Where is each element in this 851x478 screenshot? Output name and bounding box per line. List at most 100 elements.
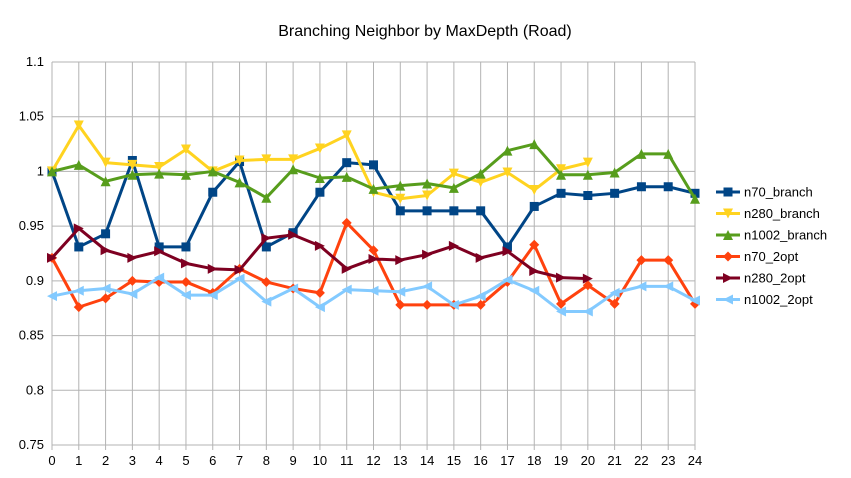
- data-point: [395, 193, 406, 204]
- legend-item: n280_2opt: [716, 271, 806, 286]
- y-tick-label: 1.05: [19, 109, 44, 124]
- x-tick-label: 3: [129, 453, 136, 468]
- data-point: [556, 298, 567, 309]
- series-n280_2opt: [47, 223, 593, 284]
- data-point: [73, 120, 84, 131]
- x-tick-label: 18: [527, 453, 541, 468]
- data-point: [314, 172, 325, 183]
- data-point: [395, 206, 405, 216]
- data-point: [395, 180, 406, 191]
- data-point: [47, 252, 57, 263]
- data-point: [154, 272, 165, 283]
- data-point: [341, 284, 352, 295]
- x-tick-label: 6: [209, 453, 216, 468]
- data-point: [181, 242, 191, 252]
- data-point: [556, 169, 567, 180]
- data-point: [690, 295, 700, 306]
- data-point: [529, 201, 539, 211]
- legend-marker: [723, 294, 733, 305]
- legend-marker: [723, 208, 733, 219]
- data-point: [234, 155, 245, 166]
- data-point: [369, 160, 378, 170]
- data-point: [476, 206, 486, 216]
- data-point: [100, 157, 111, 168]
- data-point: [288, 164, 299, 175]
- data-point: [288, 283, 299, 294]
- data-point: [100, 245, 111, 256]
- x-tick-label: 2: [102, 453, 109, 468]
- data-point: [341, 263, 352, 274]
- y-tick-label: 1.1: [26, 54, 44, 69]
- x-tick-label: 14: [420, 453, 434, 468]
- data-point: [100, 176, 111, 187]
- y-tick-label: 0.8: [26, 382, 44, 397]
- legend-label: n280_branch: [744, 206, 820, 221]
- x-tick-label: 11: [340, 453, 354, 468]
- data-point: [448, 182, 459, 193]
- data-point: [207, 166, 218, 177]
- y-tick-label: 0.9: [26, 273, 44, 288]
- data-point: [422, 190, 433, 201]
- data-point: [448, 240, 459, 251]
- data-point: [582, 273, 593, 284]
- data-point: [582, 280, 593, 291]
- data-point: [502, 167, 513, 178]
- data-point: [261, 233, 272, 244]
- data-point: [341, 171, 352, 182]
- legend-item: n70_2opt: [716, 249, 799, 264]
- x-tick-label: 17: [500, 453, 514, 468]
- data-point: [315, 187, 325, 197]
- y-tick-label: 0.75: [19, 437, 44, 452]
- data-point: [341, 217, 352, 228]
- data-point: [529, 239, 540, 250]
- x-tick-label: 1: [75, 453, 82, 468]
- data-point: [475, 299, 486, 310]
- data-point: [609, 287, 620, 298]
- data-point: [556, 306, 567, 317]
- data-point: [422, 206, 432, 216]
- data-point: [475, 168, 486, 179]
- data-point: [636, 182, 646, 192]
- y-tick-label: 1: [37, 163, 44, 178]
- data-point: [582, 157, 593, 168]
- data-point: [663, 281, 674, 292]
- x-tick-label: 9: [290, 453, 297, 468]
- data-point: [663, 148, 674, 159]
- data-point: [261, 296, 272, 307]
- data-point: [180, 144, 191, 155]
- data-point: [314, 287, 325, 298]
- x-tick-label: 19: [554, 453, 568, 468]
- data-point: [690, 188, 700, 198]
- data-point: [154, 162, 165, 173]
- data-point: [529, 139, 540, 150]
- data-point: [529, 285, 540, 296]
- data-point: [127, 288, 138, 299]
- data-point: [368, 183, 379, 194]
- data-point: [261, 276, 272, 287]
- data-point: [502, 246, 513, 257]
- legend-label: n1002_branch: [744, 228, 827, 243]
- data-point: [556, 272, 567, 283]
- data-point: [475, 252, 486, 263]
- x-tick-label: 8: [263, 453, 270, 468]
- legend: n70_branch n280_branch n1002_branch n70_2op…: [716, 185, 827, 307]
- data-point: [529, 266, 540, 277]
- data-point: [180, 258, 191, 269]
- data-point: [636, 281, 647, 292]
- x-tick-label: 15: [447, 453, 461, 468]
- data-point: [395, 255, 406, 266]
- data-point: [636, 255, 647, 266]
- x-tick-label: 16: [473, 453, 487, 468]
- x-tick-label: 22: [634, 453, 648, 468]
- data-point: [73, 302, 84, 313]
- legend-marker: [723, 273, 733, 283]
- legend-item: n280_branch: [716, 206, 820, 221]
- data-point: [47, 166, 57, 177]
- legend-label: n70_branch: [744, 185, 813, 200]
- data-point: [368, 245, 379, 256]
- legend-label: n70_2opt: [744, 249, 799, 264]
- legend-item: n1002_branch: [716, 228, 827, 243]
- series-layer: [47, 120, 700, 317]
- legend-item: n70_branch: [716, 185, 813, 200]
